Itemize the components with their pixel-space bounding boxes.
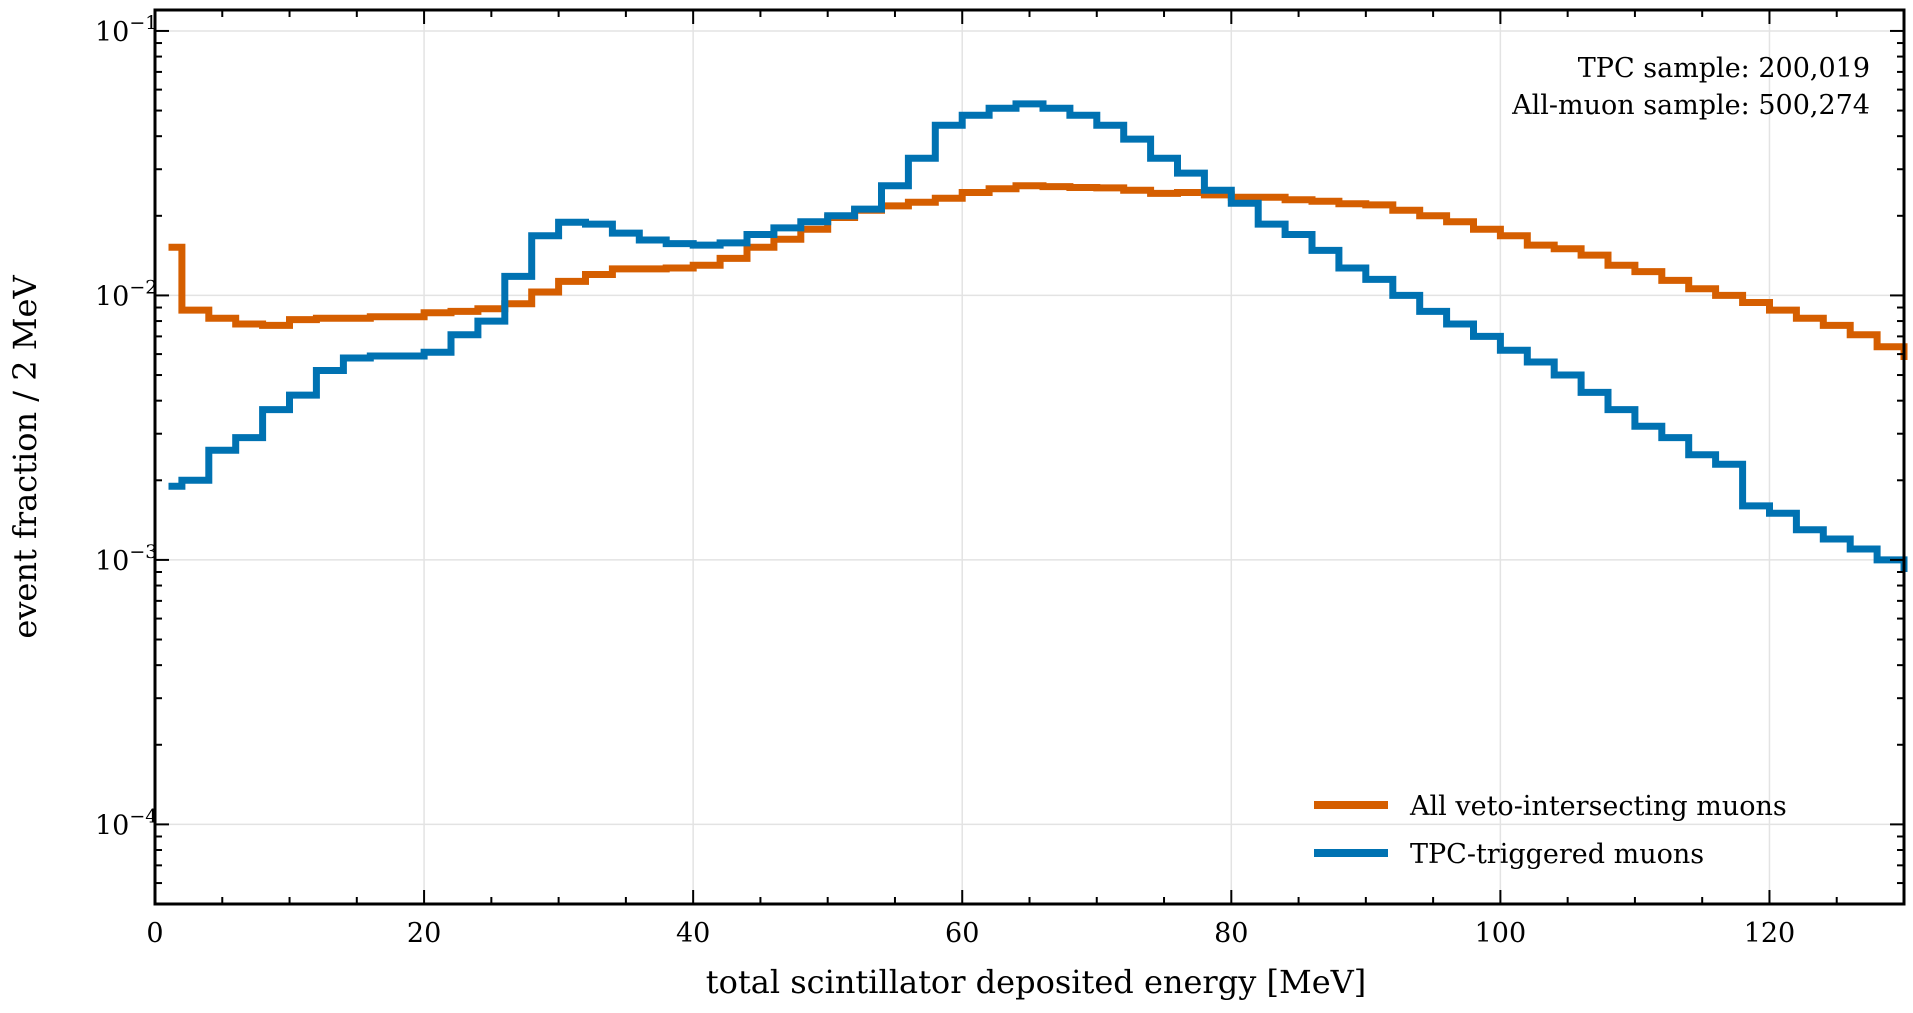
frame-layer [153, 8, 1906, 906]
x-tick-label: 20 [407, 918, 441, 949]
y-axis-title: event fraction / 2 MeV [6, 275, 44, 639]
y-tick-label: 10−4 [95, 805, 157, 841]
series-line-all-veto [168, 182, 1908, 360]
legend-label-all-veto: All veto-intersecting muons [1409, 791, 1787, 822]
y-tick-label: 10−2 [95, 276, 157, 312]
grid-layer [155, 10, 1904, 904]
tick-layer: 0 20 40 60 80 100 120 10−1 10−2 10−3 10−4 [95, 10, 1905, 949]
series-line-tpc-triggered [168, 100, 1908, 572]
x-axis-title: total scintillator deposited energy [MeV… [706, 963, 1366, 1001]
x-tick-label: 40 [676, 918, 710, 949]
x-tick-label: 80 [1214, 918, 1248, 949]
x-tick-label: 0 [146, 918, 163, 949]
legend-label-tpc-triggered: TPC-triggered muons [1410, 839, 1704, 870]
legend: All veto-intersecting muons TPC-triggere… [1314, 791, 1787, 870]
y-tick-label: 10−1 [95, 12, 157, 48]
series-layer [168, 100, 1908, 572]
annotation-tpc-sample: TPC sample: 200,019 [1578, 53, 1870, 84]
plot-frame [153, 8, 1906, 906]
x-tick-label: 100 [1475, 918, 1527, 949]
x-tick-label: 60 [945, 918, 979, 949]
x-tick-label: 120 [1744, 918, 1796, 949]
annotation-all-muon-sample: All-muon sample: 500,274 [1511, 90, 1870, 121]
y-tick-label: 10−3 [95, 541, 157, 577]
